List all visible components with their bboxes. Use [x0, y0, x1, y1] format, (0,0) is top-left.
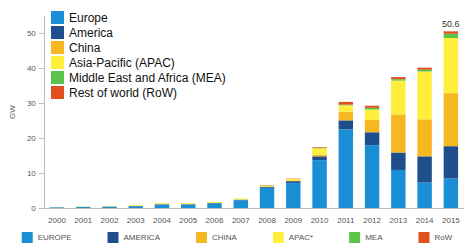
svg-text:Asia-Pacific (APAC): Asia-Pacific (APAC) [69, 56, 175, 70]
svg-text:2009: 2009 [284, 216, 302, 225]
svg-text:2003: 2003 [127, 216, 145, 225]
svg-text:50.6: 50.6 [442, 19, 460, 29]
svg-text:2014: 2014 [416, 216, 434, 225]
svg-text:2007: 2007 [232, 216, 250, 225]
svg-text:China: China [69, 41, 101, 55]
svg-text:2010: 2010 [311, 216, 329, 225]
svg-text:2012: 2012 [363, 216, 381, 225]
svg-text:40: 40 [27, 64, 36, 73]
svg-text:2006: 2006 [206, 216, 224, 225]
svg-text:RoW: RoW [434, 233, 452, 242]
svg-text:2002: 2002 [101, 216, 119, 225]
svg-text:CHINA: CHINA [212, 233, 238, 242]
svg-text:America: America [69, 26, 113, 40]
svg-text:2015: 2015 [442, 216, 460, 225]
svg-text:AMERICA: AMERICA [124, 233, 161, 242]
svg-text:Europe: Europe [69, 11, 108, 25]
svg-text:2005: 2005 [179, 216, 197, 225]
svg-text:2000: 2000 [48, 216, 66, 225]
svg-text:50: 50 [27, 29, 36, 38]
svg-text:GW: GW [8, 105, 17, 119]
svg-text:2001: 2001 [74, 216, 92, 225]
svg-text:APAC*: APAC* [289, 233, 313, 242]
svg-text:2008: 2008 [258, 216, 276, 225]
svg-text:EUROPE: EUROPE [38, 233, 72, 242]
svg-text:30: 30 [27, 99, 36, 108]
svg-text:MEA: MEA [365, 233, 383, 242]
svg-text:Rest of world (RoW): Rest of world (RoW) [69, 86, 177, 100]
svg-text:20: 20 [27, 134, 36, 143]
svg-text:2004: 2004 [153, 216, 171, 225]
svg-text:2011: 2011 [337, 216, 355, 225]
svg-text:0: 0 [31, 204, 36, 213]
svg-text:Middle East and Africa (MEA): Middle East and Africa (MEA) [69, 71, 226, 85]
svg-text:2013: 2013 [389, 216, 407, 225]
svg-text:10: 10 [27, 169, 36, 178]
